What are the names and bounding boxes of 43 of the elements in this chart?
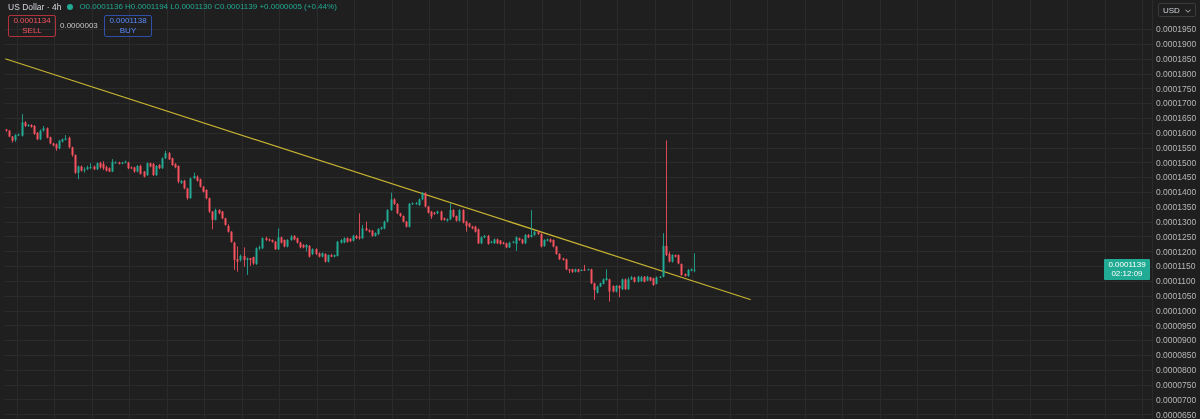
y-tick-label: 0.0001200 — [1156, 246, 1197, 257]
y-tick-label: 0.0000650 — [1156, 409, 1197, 419]
y-tick-label: 0.0001900 — [1156, 39, 1197, 50]
y-tick-label: 0.0001000 — [1156, 305, 1197, 316]
y-tick-label: 0.0001050 — [1156, 290, 1197, 301]
annotation: 02:12:09 — [1111, 269, 1143, 279]
y-tick-label: 0.0001600 — [1156, 128, 1197, 139]
y-tick-label: 0.0001800 — [1156, 68, 1197, 79]
annotation: O0.0001136 H0.0001194 L0.0001130 C0.0001139 +0.0000005 (+0.44%) — [79, 2, 337, 12]
annotation: SELL — [22, 26, 42, 35]
y-tick-label: 0.0000950 — [1156, 320, 1197, 331]
annotation: 0.0001139 — [1108, 260, 1146, 270]
y-tick-label: 0.0001400 — [1156, 187, 1197, 198]
annotation: 0.0000003 — [60, 21, 98, 30]
y-tick-label: 0.0000900 — [1156, 335, 1197, 346]
y-tick-label: 0.0001650 — [1156, 113, 1197, 124]
y-tick-label: 0.0001100 — [1156, 276, 1196, 287]
sell-button: 0.0001134 SELL — [8, 15, 56, 37]
chart-title: US Dollar · 4h — [8, 2, 62, 12]
y-tick-label: 0.0001500 — [1156, 157, 1197, 168]
y-tick-label: 0.0001700 — [1156, 98, 1197, 109]
y-tick-label: 0.0000700 — [1156, 394, 1197, 405]
y-tick-label: 0.0000800 — [1156, 365, 1197, 376]
buy-button: 0.0001138 BUY — [104, 15, 152, 37]
y-tick-label: 0.0001300 — [1156, 216, 1197, 227]
y-tick-label: 0.0001950 — [1156, 24, 1197, 35]
currency-dropdown: USD — [1158, 3, 1196, 17]
y-tick-label: 0.0001350 — [1156, 202, 1197, 213]
y-tick-label: 0.0001550 — [1156, 142, 1197, 153]
y-tick-label: 0.0001150 — [1156, 261, 1196, 272]
y-tick-label: 0.0000750 — [1156, 379, 1197, 390]
candlestick — [605, 268, 608, 282]
annotation: 0.0001138 — [109, 16, 147, 25]
y-tick-label: 0.0001850 — [1156, 53, 1197, 64]
y-tick-label: 0.0000850 — [1156, 350, 1197, 361]
annotation: 0.0001134 — [13, 16, 51, 25]
y-tick-label: 0.0001750 — [1156, 83, 1197, 94]
annotation: BUY — [119, 26, 137, 35]
y-tick-label: 0.0001450 — [1156, 172, 1197, 183]
price-tag: 0.0001139 02:12:09 — [1104, 259, 1150, 281]
candlestick — [233, 241, 236, 271]
y-tick-label: 0.0001250 — [1156, 231, 1197, 242]
candlestick — [243, 246, 246, 268]
